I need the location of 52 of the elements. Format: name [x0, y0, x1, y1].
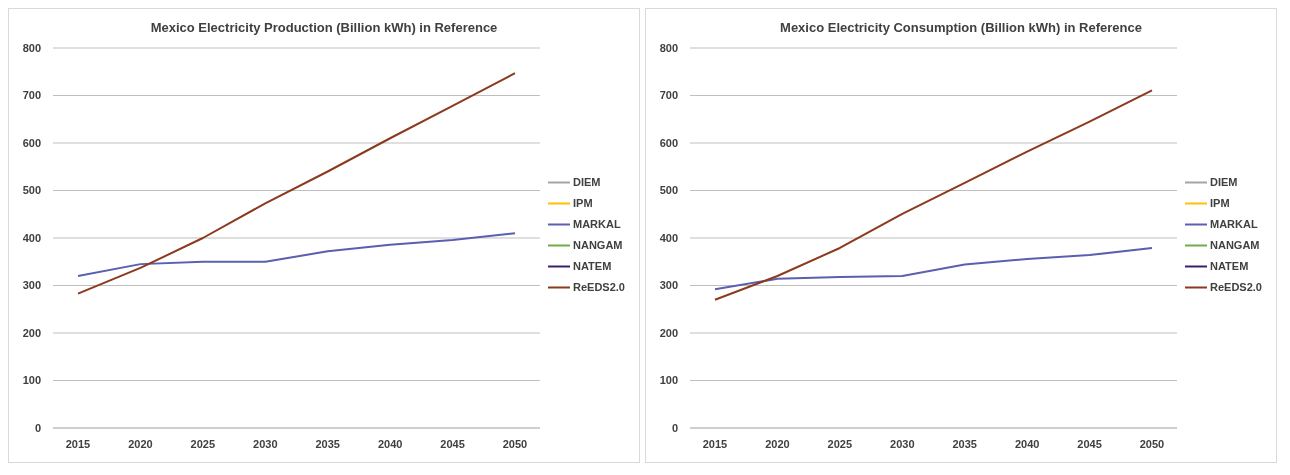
x-tick-label: 2045: [440, 438, 465, 450]
x-tick-label: 2035: [315, 438, 340, 450]
chart-title: Mexico Electricity Consumption (Billion kWh) in Reference: [780, 20, 1142, 35]
line-series: [77, 72, 516, 295]
legend-label: DIEM: [1210, 176, 1238, 189]
legend-label: DIEM: [573, 176, 601, 189]
y-tick-label: 500: [22, 184, 41, 197]
x-tick-label: 2020: [128, 438, 153, 450]
legend-label: NATEM: [573, 260, 612, 273]
x-tick-label: 2030: [253, 438, 278, 450]
legend-label: NANGAM: [573, 239, 623, 252]
y-tick-label: 600: [659, 136, 678, 149]
x-tick-label: 2025: [190, 438, 216, 450]
y-tick-label: 100: [22, 374, 41, 387]
y-tick-label: 800: [22, 41, 41, 54]
y-tick-label: 300: [659, 279, 678, 292]
x-tick-label: 2030: [890, 438, 915, 450]
x-tick-label: 2045: [1077, 438, 1102, 450]
x-tick-label: 2015: [65, 438, 91, 450]
legend-label: ReEDS2.0: [573, 281, 625, 294]
x-tick-label: 2035: [952, 438, 977, 450]
chart-title: Mexico Electricity Production (Billion kWh) in Reference: [150, 20, 498, 35]
x-tick-label: 2050: [502, 438, 528, 450]
line-series: [714, 89, 1153, 301]
line-series: [77, 232, 516, 277]
y-tick-label: 600: [22, 136, 41, 149]
x-tick-label: 2020: [765, 438, 790, 450]
y-tick-label: 200: [22, 326, 41, 339]
y-tick-label: 800: [659, 41, 678, 54]
y-tick-label: 400: [659, 231, 678, 244]
legend-label: ReEDS2.0: [1210, 281, 1262, 294]
y-tick-label: 300: [22, 279, 41, 292]
x-tick-label: 2015: [702, 438, 728, 450]
legend-label: IPM: [1210, 197, 1230, 210]
y-tick-label: 700: [659, 89, 678, 102]
legend-label: IPM: [573, 197, 593, 210]
y-tick-label: 0: [671, 421, 678, 434]
x-tick-label: 2050: [1139, 438, 1165, 450]
y-tick-label: 200: [659, 326, 678, 339]
x-tick-label: 2040: [377, 438, 403, 450]
line-series: [714, 246, 1153, 291]
y-tick-label: 400: [22, 231, 41, 244]
x-tick-label: 2040: [1014, 438, 1040, 450]
y-tick-label: 500: [659, 184, 678, 197]
y-tick-label: 700: [22, 89, 41, 102]
legend-label: NATEM: [1210, 260, 1249, 273]
y-tick-label: 0: [34, 421, 41, 434]
legend-label: MARKAL: [1210, 218, 1258, 231]
y-tick-label: 100: [659, 374, 678, 387]
legend-label: NANGAM: [1210, 239, 1260, 252]
x-tick-label: 2025: [827, 438, 853, 450]
legend-label: MARKAL: [573, 218, 621, 231]
